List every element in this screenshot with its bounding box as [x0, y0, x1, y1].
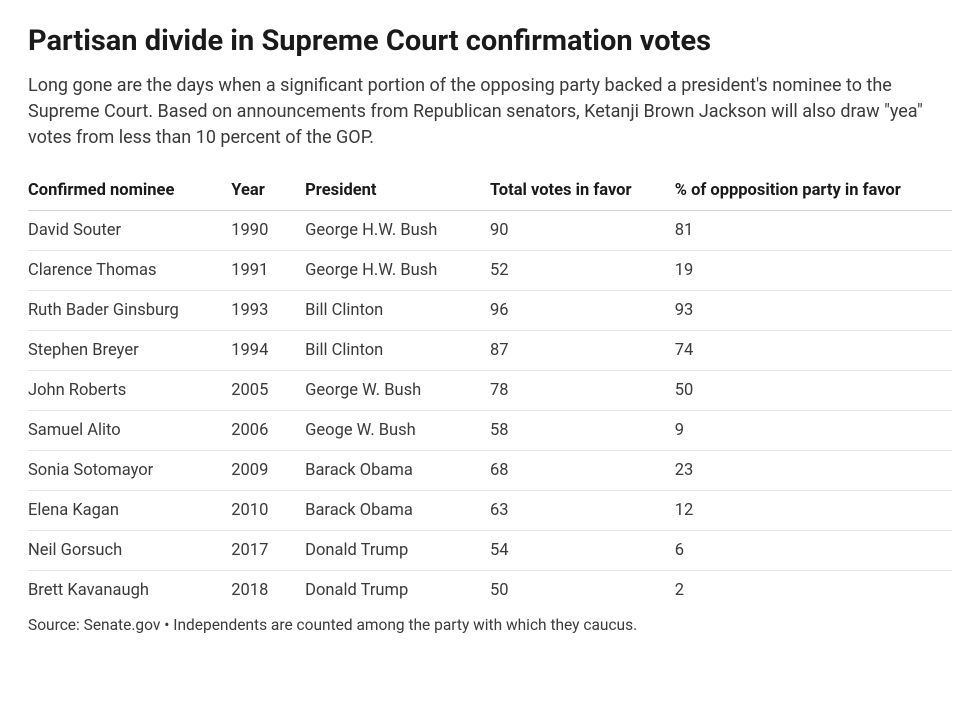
col-header-opposition: % of oppposition party in favor — [675, 171, 952, 211]
cell-year: 1991 — [231, 251, 305, 291]
col-header-votes: Total votes in favor — [490, 171, 675, 211]
cell-nominee: Brett Kavanaugh — [28, 571, 231, 611]
cell-president: Bill Clinton — [305, 291, 490, 331]
page-title: Partisan divide in Supreme Court confirm… — [28, 24, 952, 59]
cell-year: 1990 — [231, 211, 305, 251]
cell-opp: 9 — [675, 411, 952, 451]
cell-votes: 50 — [490, 571, 675, 611]
cell-votes: 87 — [490, 331, 675, 371]
cell-president: Barack Obama — [305, 491, 490, 531]
cell-votes: 63 — [490, 491, 675, 531]
page-subtitle: Long gone are the days when a significan… — [28, 73, 948, 151]
cell-year: 1993 — [231, 291, 305, 331]
cell-president: George W. Bush — [305, 371, 490, 411]
cell-opp: 93 — [675, 291, 952, 331]
cell-opp: 6 — [675, 531, 952, 571]
table-row: Stephen Breyer1994Bill Clinton8774 — [28, 331, 952, 371]
cell-nominee: Ruth Bader Ginsburg — [28, 291, 231, 331]
cell-votes: 78 — [490, 371, 675, 411]
cell-president: George H.W. Bush — [305, 251, 490, 291]
cell-year: 2010 — [231, 491, 305, 531]
cell-nominee: Stephen Breyer — [28, 331, 231, 371]
cell-nominee: John Roberts — [28, 371, 231, 411]
cell-votes: 54 — [490, 531, 675, 571]
cell-nominee: Sonia Sotomayor — [28, 451, 231, 491]
cell-votes: 58 — [490, 411, 675, 451]
cell-opp: 50 — [675, 371, 952, 411]
table-row: Samuel Alito2006Geoge W. Bush589 — [28, 411, 952, 451]
cell-nominee: Elena Kagan — [28, 491, 231, 531]
cell-votes: 52 — [490, 251, 675, 291]
cell-nominee: Samuel Alito — [28, 411, 231, 451]
cell-opp: 12 — [675, 491, 952, 531]
table-body: David Souter1990George H.W. Bush9081Clar… — [28, 211, 952, 611]
cell-year: 2005 — [231, 371, 305, 411]
cell-votes: 96 — [490, 291, 675, 331]
table-row: John Roberts2005George W. Bush7850 — [28, 371, 952, 411]
cell-president: Donald Trump — [305, 531, 490, 571]
table-header-row: Confirmed nominee Year President Total v… — [28, 171, 952, 211]
cell-year: 1994 — [231, 331, 305, 371]
cell-president: Barack Obama — [305, 451, 490, 491]
cell-votes: 68 — [490, 451, 675, 491]
table-row: Ruth Bader Ginsburg1993Bill Clinton9693 — [28, 291, 952, 331]
table-row: Brett Kavanaugh2018Donald Trump502 — [28, 571, 952, 611]
cell-nominee: Clarence Thomas — [28, 251, 231, 291]
cell-opp: 23 — [675, 451, 952, 491]
cell-nominee: Neil Gorsuch — [28, 531, 231, 571]
cell-year: 2009 — [231, 451, 305, 491]
cell-president: Donald Trump — [305, 571, 490, 611]
confirmation-table: Confirmed nominee Year President Total v… — [28, 171, 952, 610]
cell-opp: 81 — [675, 211, 952, 251]
col-header-president: President — [305, 171, 490, 211]
cell-opp: 2 — [675, 571, 952, 611]
table-row: Clarence Thomas1991George H.W. Bush5219 — [28, 251, 952, 291]
cell-opp: 74 — [675, 331, 952, 371]
col-header-nominee: Confirmed nominee — [28, 171, 231, 211]
col-header-year: Year — [231, 171, 305, 211]
table-row: Elena Kagan2010Barack Obama6312 — [28, 491, 952, 531]
table-row: Sonia Sotomayor2009Barack Obama6823 — [28, 451, 952, 491]
cell-year: 2006 — [231, 411, 305, 451]
cell-votes: 90 — [490, 211, 675, 251]
cell-year: 2017 — [231, 531, 305, 571]
cell-president: George H.W. Bush — [305, 211, 490, 251]
table-row: Neil Gorsuch2017Donald Trump546 — [28, 531, 952, 571]
cell-nominee: David Souter — [28, 211, 231, 251]
cell-president: Bill Clinton — [305, 331, 490, 371]
cell-president: Geoge W. Bush — [305, 411, 490, 451]
cell-opp: 19 — [675, 251, 952, 291]
cell-year: 2018 — [231, 571, 305, 611]
source-footnote: Source: Senate.gov • Independents are co… — [28, 616, 952, 634]
table-row: David Souter1990George H.W. Bush9081 — [28, 211, 952, 251]
